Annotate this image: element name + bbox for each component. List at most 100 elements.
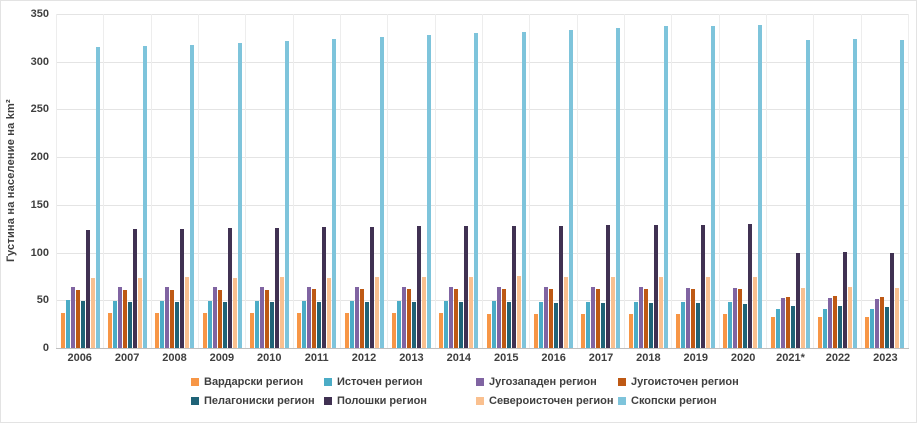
y-axis-tick: 100 (30, 246, 49, 259)
bar (459, 302, 464, 348)
bar (312, 288, 317, 348)
legend-row: Пелагониски регион Полошки регион Североис… (191, 395, 916, 407)
bar (364, 302, 369, 348)
y-axis-ticks: 0 50 100 150 200 250 300 350 (19, 8, 49, 354)
legend-item: Пелагониски регион (191, 395, 324, 407)
bar-group-2017 (576, 14, 624, 348)
bar (269, 302, 274, 348)
bar (122, 289, 127, 348)
bar (643, 288, 648, 348)
y-axis-tick: 350 (30, 8, 49, 20)
bar (675, 313, 680, 348)
bar (474, 33, 479, 348)
bar (785, 297, 790, 348)
bar (302, 301, 307, 348)
x-axis-label: 2011 (304, 352, 329, 364)
bar (805, 39, 810, 348)
bar (396, 301, 401, 348)
bar (170, 289, 175, 348)
bar-group-2014 (434, 14, 482, 348)
bar (638, 286, 643, 348)
bar (700, 224, 705, 348)
x-axis-label: 2018 (636, 352, 661, 364)
bar (847, 286, 852, 348)
x-axis-label: 2022 (825, 352, 851, 364)
x-axis-label: 2021* (776, 352, 805, 364)
bar (421, 277, 426, 348)
bar (558, 225, 563, 348)
bar (553, 303, 558, 348)
bar (491, 301, 496, 348)
bar (359, 288, 364, 348)
bar (464, 225, 469, 348)
legend-swatch (324, 397, 332, 405)
x-axis-label: 2015 (493, 352, 519, 364)
y-axis-tick: 300 (30, 55, 49, 68)
legend-label: Југоисточен регион (631, 376, 739, 388)
bar (160, 301, 165, 348)
bar (533, 313, 538, 348)
bar (165, 286, 170, 348)
bar (297, 312, 302, 348)
x-axis-labels: 2006 2007 2008 2009 2010 2011 2012 2013 2014 2015… (56, 352, 909, 364)
bar (137, 278, 142, 348)
bar (606, 224, 611, 348)
legend-item: Источен регион (324, 376, 476, 388)
bar (486, 313, 491, 348)
bar (284, 40, 289, 348)
bar (369, 226, 374, 348)
bar-group-2011 (292, 14, 340, 348)
x-axis-label: 2006 (67, 352, 92, 364)
bar (117, 286, 122, 348)
bar (332, 38, 337, 348)
bar (454, 288, 459, 348)
bar (264, 289, 269, 348)
bar (185, 277, 190, 348)
bar (90, 278, 95, 348)
bar (70, 286, 75, 348)
legend-item: Североисточен регион (476, 395, 618, 407)
x-axis-label: 2017 (588, 352, 614, 364)
bar (690, 288, 695, 348)
bar (80, 301, 85, 348)
bar (516, 276, 521, 348)
x-axis-label: 2010 (257, 352, 282, 364)
bar (543, 286, 548, 348)
legend-row: Вардарски регион Источен регион Југозападе… (191, 376, 916, 388)
bar-group-2020 (718, 14, 766, 348)
legend-swatch (476, 397, 484, 405)
bar (563, 277, 568, 348)
bar (601, 303, 606, 348)
bar (663, 26, 668, 348)
legend-label: Скопски регион (631, 395, 717, 407)
legend-label: Источен регион (337, 376, 423, 388)
bar (379, 36, 384, 348)
bar (259, 286, 264, 348)
bar (538, 302, 543, 348)
bar (212, 286, 217, 348)
bar (349, 301, 354, 348)
bar (501, 288, 506, 348)
bar (391, 312, 396, 348)
bar (190, 44, 195, 348)
legend-label: Полошки регион (337, 395, 427, 407)
bar (374, 277, 379, 348)
bar (832, 296, 837, 348)
bar (354, 286, 359, 348)
bar-group-2019 (671, 14, 718, 348)
bar (753, 277, 758, 348)
bar (217, 289, 222, 348)
bar-group-2021 (765, 14, 813, 348)
bar (743, 304, 748, 348)
bar (496, 286, 501, 348)
y-axis-tick: 150 (30, 198, 49, 211)
bar-group-2018 (623, 14, 671, 348)
x-axis-label: 2012 (351, 352, 377, 364)
bar (770, 316, 775, 348)
bar (237, 42, 242, 348)
bar (648, 303, 653, 348)
bar (653, 224, 658, 348)
bar (885, 306, 890, 348)
bar-group-2009 (197, 14, 245, 348)
